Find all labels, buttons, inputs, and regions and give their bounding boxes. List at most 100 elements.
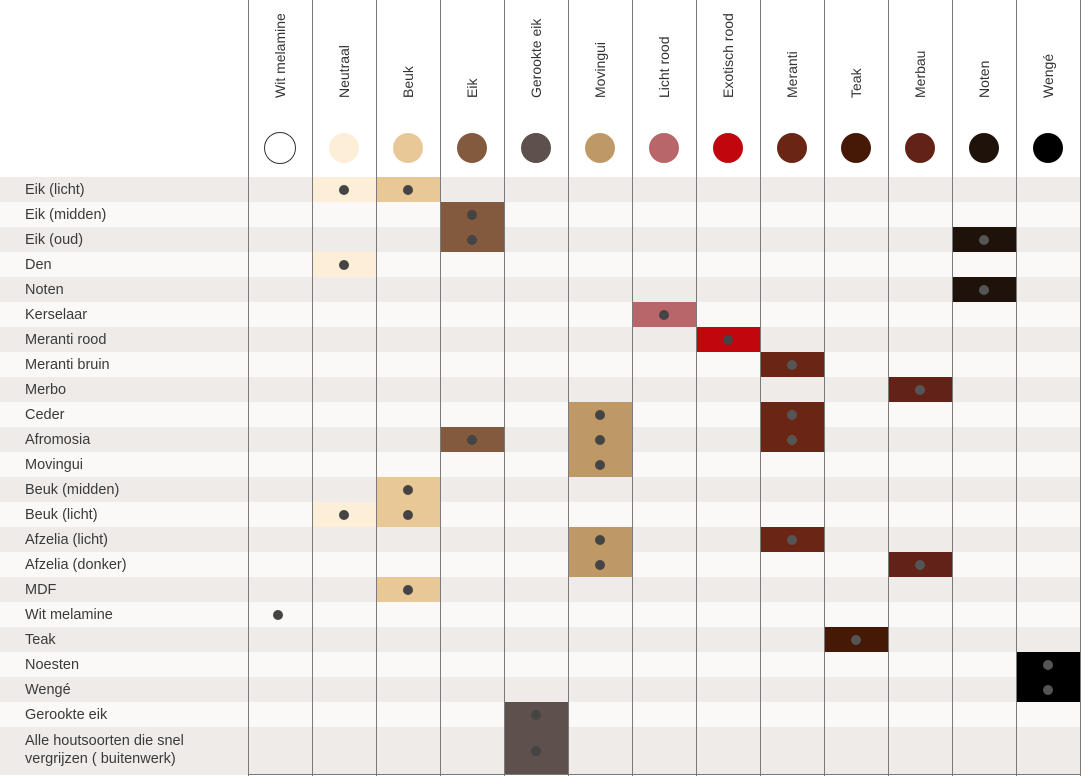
match-dot	[787, 409, 797, 420]
row-band	[0, 652, 1081, 677]
column-label: Teak	[848, 68, 864, 98]
match-dot	[403, 184, 413, 195]
row-label: Afzelia (donker)	[25, 557, 127, 573]
row-label: Ceder	[25, 407, 65, 423]
row-band	[0, 327, 1081, 352]
column-header: Meranti	[760, 0, 824, 120]
color-swatch	[1033, 133, 1063, 163]
grid-line-vertical	[312, 0, 313, 776]
color-swatch	[457, 133, 487, 163]
match-dot	[595, 559, 605, 570]
row-label: Alle houtsoorten die snel vergrijzen ( b…	[25, 733, 184, 767]
match-dot	[787, 534, 797, 545]
row-band	[0, 402, 1081, 427]
color-swatch	[264, 132, 296, 164]
grid-line-vertical	[888, 0, 889, 776]
column-label: Meranti	[784, 51, 800, 98]
row-label: Meranti rood	[25, 332, 107, 348]
row-band	[0, 502, 1081, 527]
row-label: Noesten	[25, 657, 80, 673]
match-dot	[595, 459, 605, 470]
grid-line-vertical	[440, 0, 441, 776]
grid-line-vertical	[760, 0, 761, 776]
match-dot	[979, 284, 989, 295]
row-label: Kerselaar	[25, 307, 88, 323]
column-label: Wit melamine	[272, 13, 288, 98]
color-swatch	[777, 133, 807, 163]
column-label: Noten	[976, 60, 992, 98]
match-dot	[531, 709, 541, 720]
grid-line-vertical	[696, 0, 697, 776]
column-label: Exotisch rood	[720, 13, 736, 98]
column-label: Gerookte eik	[528, 18, 544, 98]
match-dot	[595, 534, 605, 545]
column-label: Neutraal	[336, 45, 352, 98]
column-header: Noten	[952, 0, 1016, 120]
row-label: Eik (licht)	[25, 182, 85, 198]
row-band	[0, 177, 1081, 202]
row-band	[0, 227, 1081, 252]
grid-line-vertical	[376, 0, 377, 776]
row-label: Beuk (midden)	[25, 482, 120, 498]
match-dot	[915, 384, 925, 395]
grid-line-vertical	[1016, 0, 1017, 776]
match-dot	[403, 484, 413, 495]
row-band	[0, 527, 1081, 552]
row-band	[0, 602, 1081, 627]
grid-line-vertical	[824, 0, 825, 776]
row-band	[0, 352, 1081, 377]
color-swatch	[329, 133, 359, 163]
row-label: Meranti bruin	[25, 357, 110, 373]
match-dot	[979, 234, 989, 245]
column-header: Licht rood	[632, 0, 696, 120]
row-band	[0, 202, 1081, 227]
row-band	[0, 477, 1081, 502]
column-header: Wit melamine	[248, 0, 312, 120]
match-dot	[467, 209, 477, 220]
match-dot	[467, 234, 477, 245]
color-swatch	[393, 133, 423, 163]
column-header: Beuk	[376, 0, 440, 120]
match-dot	[339, 259, 349, 270]
color-swatch	[969, 133, 999, 163]
column-header: Neutraal	[312, 0, 376, 120]
column-header: Gerookte eik	[504, 0, 568, 120]
row-label: Movingui	[25, 457, 84, 473]
row-band	[0, 302, 1081, 327]
column-label: Eik	[464, 78, 480, 98]
match-dot	[339, 509, 349, 520]
column-header: Eik	[440, 0, 504, 120]
match-dot	[273, 609, 283, 620]
row-band	[0, 577, 1081, 602]
row-label: Eik (oud)	[25, 232, 84, 248]
match-dot	[1043, 684, 1053, 695]
match-dot	[403, 584, 413, 595]
match-dot	[659, 309, 669, 320]
row-band	[0, 627, 1081, 652]
column-label: Beuk	[400, 66, 416, 98]
grid-line-vertical	[504, 0, 505, 776]
row-label: Afromosia	[25, 432, 91, 448]
match-dot	[339, 184, 349, 195]
match-dot	[1043, 659, 1053, 670]
column-header: Teak	[824, 0, 888, 120]
grid-line-vertical	[632, 0, 633, 776]
color-swatch	[713, 133, 743, 163]
match-dot	[787, 434, 797, 445]
row-label: Teak	[25, 632, 56, 648]
color-swatch	[841, 133, 871, 163]
color-swatch	[521, 133, 551, 163]
row-band	[0, 252, 1081, 277]
row-label: Beuk (licht)	[25, 507, 98, 523]
match-dot	[595, 409, 605, 420]
match-dot	[531, 746, 541, 756]
row-label: Afzelia (licht)	[25, 532, 108, 548]
column-label: Licht rood	[656, 36, 672, 98]
column-label: Merbau	[912, 50, 928, 98]
match-dot	[403, 509, 413, 520]
row-label: MDF	[25, 582, 57, 598]
row-label: Noten	[25, 282, 64, 298]
row-label: Wengé	[25, 682, 71, 698]
match-dot	[723, 334, 733, 345]
column-header: Wengé	[1016, 0, 1080, 120]
